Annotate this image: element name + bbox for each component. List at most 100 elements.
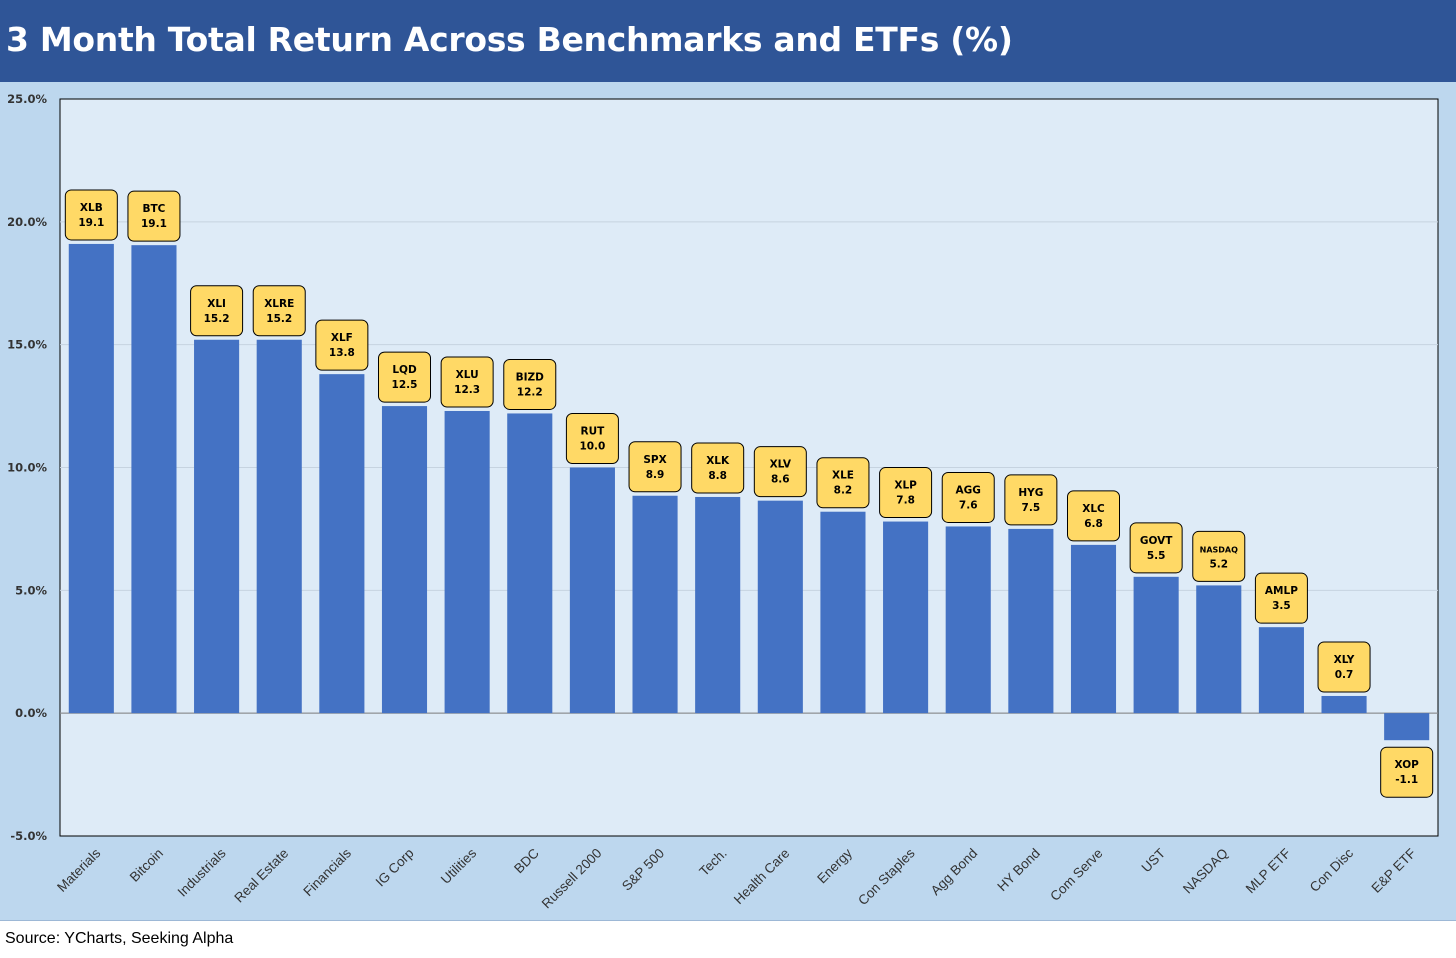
y-tick-label: 5.0%: [15, 583, 47, 597]
x-category-label: NASDAQ: [1180, 846, 1231, 897]
y-tick-label: 20.0%: [7, 215, 47, 229]
data-label-box: [1380, 746, 1434, 798]
bar: [1196, 585, 1242, 714]
data-label-value: 12.5: [392, 379, 418, 391]
data-label-ticker: RUT: [581, 426, 606, 438]
bar: [883, 521, 929, 714]
bar: [1070, 544, 1117, 714]
chart-title: 3 Month Total Return Across Benchmarks a…: [6, 20, 1013, 59]
data-label-ticker: XLC: [1082, 503, 1105, 515]
data-label-value: 7.8: [896, 495, 915, 507]
x-category-label: Materials: [54, 845, 104, 895]
source-note: Source: YCharts, Seeking Alpha: [5, 930, 234, 947]
data-label-box: [816, 457, 870, 509]
x-category-label: Con Disc: [1307, 845, 1357, 895]
data-label-box: [252, 285, 306, 337]
bar: [1384, 713, 1430, 741]
y-tick-label: -5.0%: [10, 829, 47, 843]
bar: [757, 500, 803, 714]
data-label-box: [1192, 530, 1246, 582]
bar: [632, 495, 678, 714]
bar: [1258, 627, 1304, 714]
data-label-value: 3.5: [1272, 600, 1291, 612]
data-label-value: 12.2: [517, 386, 543, 398]
bar-chart: -5.0% 0.0% 5.0% 10.0% 15.0% 20.0% 25.0% XLB 19.1…: [7, 92, 1439, 912]
data-label-value: 5.5: [1147, 550, 1166, 562]
bar: [444, 410, 490, 714]
data-label-value: 15.2: [266, 313, 292, 325]
bar: [1133, 576, 1179, 714]
data-label-value: 7.5: [1022, 502, 1041, 514]
data-label-ticker: AGG: [956, 484, 981, 496]
data-label-ticker: XLP: [894, 480, 917, 492]
data-label-value: 13.8: [329, 347, 355, 359]
bar: [319, 374, 365, 714]
data-label-box: [1317, 641, 1371, 693]
data-label-ticker: XLY: [1334, 654, 1355, 666]
bar: [945, 526, 991, 714]
data-label-value: 10.0: [579, 441, 605, 453]
data-label-ticker: XLV: [770, 459, 792, 471]
y-tick-label: 0.0%: [15, 706, 47, 720]
x-category-label: Com Serve: [1047, 846, 1105, 904]
data-label-box: [503, 358, 557, 410]
data-label-value: 8.8: [708, 470, 727, 482]
x-category-label: Health Care: [731, 846, 793, 908]
chart-frame: -5.0% 0.0% 5.0% 10.0% 15.0% 20.0% 25.0% XLB 19.1…: [0, 82, 1456, 920]
x-category-label: S&P 500: [619, 846, 667, 894]
data-label-value: 8.6: [771, 474, 790, 486]
bar: [1008, 528, 1054, 714]
data-label-ticker: XLK: [706, 455, 730, 467]
bar: [820, 511, 866, 714]
y-tick-label: 15.0%: [7, 338, 47, 352]
data-label-ticker: LQD: [392, 364, 417, 376]
y-tick-label: 25.0%: [7, 92, 47, 106]
x-category-label: Utilities: [438, 845, 480, 887]
data-label-box: [127, 190, 181, 242]
data-label-value: 7.6: [959, 499, 978, 511]
bar: [1321, 695, 1367, 714]
title-bar: 3 Month Total Return Across Benchmarks a…: [0, 0, 1456, 82]
data-label-box: [1254, 572, 1308, 624]
data-label-box: [941, 471, 995, 523]
x-category-label: Russell 2000: [539, 846, 605, 912]
data-label-ticker: XLB: [80, 202, 103, 214]
bar: [68, 243, 114, 714]
data-label-box: [315, 319, 369, 371]
data-label-ticker: XLI: [207, 298, 226, 310]
bar: [131, 245, 177, 714]
data-label-value: 19.1: [78, 217, 104, 229]
data-label-box: [378, 351, 431, 403]
data-label-box: [753, 446, 807, 498]
data-label-box: [1067, 490, 1120, 542]
data-label-value: 8.9: [646, 469, 665, 481]
x-category-label: Con Staples: [855, 845, 918, 908]
x-category-label: Bitcoin: [127, 846, 166, 885]
data-label-box: [64, 189, 118, 241]
source-bar: Source: YCharts, Seeking Alpha: [0, 920, 1456, 958]
data-label-value: 15.2: [204, 313, 230, 325]
data-label-ticker: SPX: [643, 454, 666, 466]
data-label-box: [1129, 522, 1183, 574]
x-category-label: Energy: [814, 845, 855, 886]
data-label-value: -1.1: [1395, 774, 1418, 786]
data-label-value: 12.3: [454, 384, 480, 396]
x-category-label: Financials: [300, 845, 354, 899]
x-category-label: MLP ETF: [1243, 846, 1294, 897]
bar: [569, 467, 615, 714]
bar: [256, 339, 302, 714]
data-label-ticker: XLE: [832, 470, 854, 482]
y-tick-label: 10.0%: [7, 461, 47, 475]
data-label-ticker: XOP: [1395, 759, 1420, 771]
data-label-ticker: NASDAQ: [1200, 545, 1238, 554]
data-label-ticker: XLU: [456, 369, 479, 381]
data-label-ticker: XLRE: [264, 298, 294, 310]
data-label-ticker: HYG: [1018, 487, 1043, 499]
x-category-label: Agg Bond: [928, 846, 981, 899]
data-label-box: [1004, 474, 1058, 526]
x-category-label: BDC: [511, 845, 542, 876]
data-label-value: 5.2: [1209, 558, 1228, 570]
data-label-value: 6.8: [1084, 518, 1103, 530]
x-category-label: Industrials: [175, 845, 229, 899]
bar: [507, 413, 553, 714]
